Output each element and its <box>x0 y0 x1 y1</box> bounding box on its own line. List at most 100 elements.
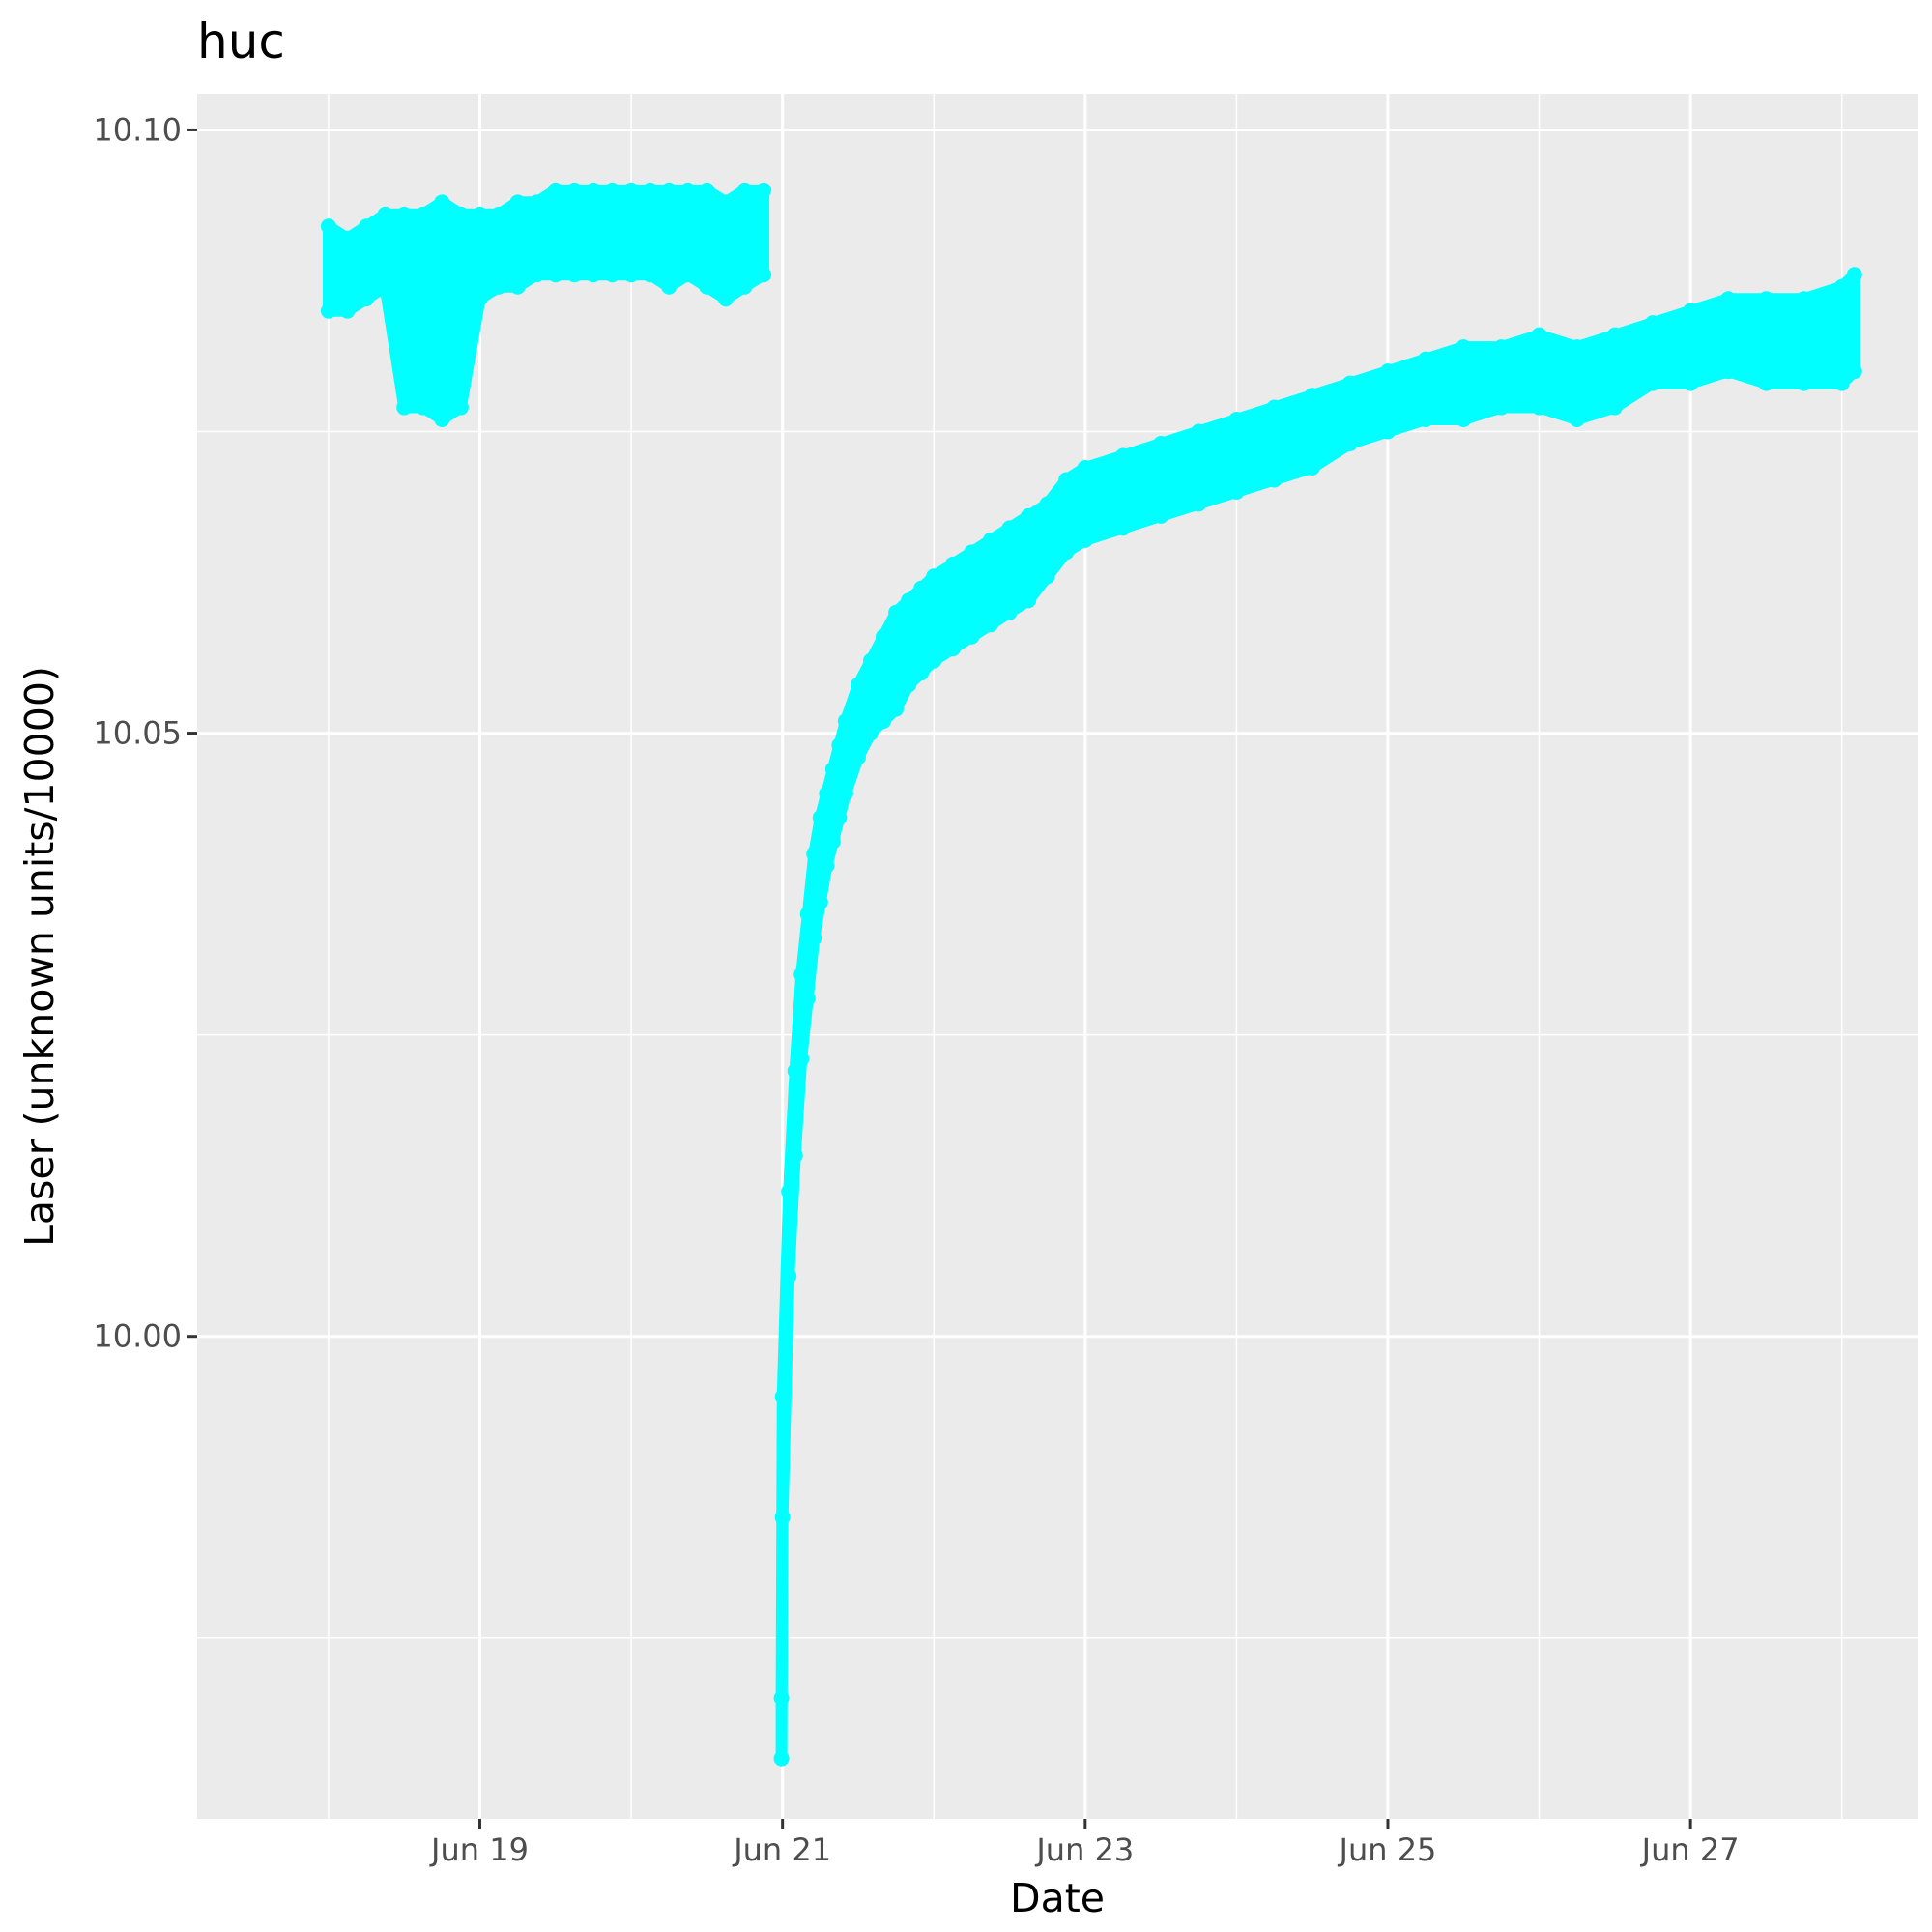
data-point <box>699 182 715 198</box>
data-point <box>736 182 753 198</box>
data-point <box>491 206 507 222</box>
data-point <box>1720 291 1737 307</box>
data-point <box>491 278 507 295</box>
data-point <box>901 592 917 609</box>
data-point <box>862 652 879 669</box>
data-point <box>913 580 930 596</box>
data-point <box>1021 507 1037 524</box>
data-point <box>1114 447 1131 464</box>
x-tick-label: Jun 21 <box>732 1831 831 1868</box>
data-point <box>566 267 583 283</box>
data-point <box>876 713 892 730</box>
data-point <box>1606 399 1623 416</box>
data-point <box>1266 399 1283 416</box>
data-point <box>831 737 848 754</box>
data-point <box>359 218 375 235</box>
data-point <box>1191 496 1207 512</box>
data-point <box>320 303 336 319</box>
data-point <box>509 278 526 295</box>
data-point <box>339 303 356 319</box>
data-point <box>926 652 942 669</box>
data-point <box>1683 375 1699 391</box>
data-point <box>773 1750 790 1767</box>
data-point <box>824 762 841 778</box>
data-point <box>837 713 853 730</box>
data-point <box>1796 375 1812 391</box>
data-point <box>1001 520 1018 536</box>
data-point <box>1720 363 1737 380</box>
data-point <box>509 194 526 211</box>
data-point <box>1758 375 1774 391</box>
data-point <box>1569 412 1585 428</box>
data-point <box>415 206 431 222</box>
data-point <box>1153 507 1169 524</box>
data-point <box>699 278 715 295</box>
data-point <box>377 278 393 295</box>
data-point <box>1228 483 1245 500</box>
y-axis-title: Laser (unknown units/10000) <box>16 666 63 1247</box>
data-point <box>377 206 393 222</box>
data-point <box>585 182 601 198</box>
data-point <box>320 218 336 235</box>
data-point <box>547 182 563 198</box>
data-point <box>472 291 488 307</box>
data-point <box>1058 472 1075 488</box>
data-point <box>944 641 961 657</box>
data-point <box>1001 604 1018 620</box>
data-point <box>623 182 640 198</box>
x-tick-label: Jun 27 <box>1640 1831 1740 1868</box>
data-point <box>717 194 734 211</box>
data-point <box>1493 339 1510 356</box>
data-point <box>850 749 866 765</box>
y-tick-label: 10.10 <box>93 111 182 148</box>
data-point <box>339 230 356 246</box>
data-point <box>1418 412 1434 428</box>
data-point <box>529 267 545 283</box>
data-point <box>604 182 620 198</box>
data-point <box>396 206 413 222</box>
data-point <box>774 1509 791 1525</box>
data-point <box>831 809 848 825</box>
data-point <box>799 991 816 1007</box>
data-point <box>837 785 853 801</box>
data-point <box>1758 291 1774 307</box>
data-point <box>434 194 450 211</box>
data-point <box>1493 399 1510 416</box>
data-point <box>736 278 753 295</box>
data-point <box>396 399 413 416</box>
data-point <box>1039 496 1055 512</box>
x-tick-label: Jun 23 <box>1034 1831 1134 1868</box>
data-point <box>888 604 905 620</box>
data-point <box>1644 315 1660 332</box>
data-point <box>642 267 658 283</box>
data-point <box>529 194 545 211</box>
data-point <box>679 182 696 198</box>
data-point <box>585 267 601 283</box>
data-point <box>1683 303 1699 319</box>
data-point <box>1191 423 1207 440</box>
data-point <box>1077 532 1093 548</box>
x-axis-title: Date <box>1010 1875 1105 1921</box>
data-point <box>1833 375 1850 391</box>
data-point <box>1304 459 1320 476</box>
data-point <box>1077 459 1093 476</box>
data-point <box>1341 435 1358 451</box>
data-point <box>1021 592 1037 609</box>
data-point <box>452 206 469 222</box>
data-point <box>944 556 961 572</box>
data-point <box>547 267 563 283</box>
data-point <box>806 846 822 862</box>
data-point <box>1228 412 1245 428</box>
data-point <box>1058 544 1075 561</box>
data-point <box>787 1063 803 1080</box>
data-point <box>812 809 828 825</box>
data-point <box>359 291 375 307</box>
data-point <box>756 182 772 198</box>
data-points <box>320 182 1862 1767</box>
data-point <box>781 1183 797 1199</box>
data-point <box>434 412 450 428</box>
data-point <box>1531 399 1547 416</box>
data-point <box>862 725 879 741</box>
data-point <box>819 785 835 801</box>
